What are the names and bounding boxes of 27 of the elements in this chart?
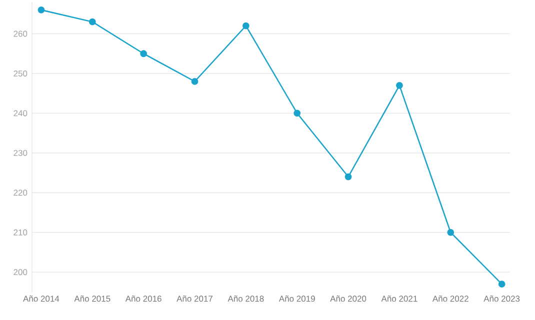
y-tick-label: 200 (14, 269, 28, 276)
x-tick-label: Año 2017 (176, 296, 213, 302)
point (396, 82, 403, 89)
y-tick-label: 250 (14, 70, 28, 76)
point (88, 18, 96, 26)
x-tick-label: Año 2022 (432, 296, 468, 302)
x-tick-label: Año 2021 (381, 296, 418, 302)
point (294, 110, 301, 117)
x-tick-label: Año 2023 (484, 296, 520, 302)
x-tick-label: Año 2014 (23, 296, 60, 302)
point (447, 228, 454, 236)
point (344, 173, 352, 180)
y-tick-label: 260 (14, 30, 28, 37)
x-tick-label: Año 2020 (330, 296, 366, 302)
point (140, 50, 148, 58)
x-tick-label: Año 2018 (228, 296, 264, 302)
y-tick-label: 240 (14, 110, 28, 116)
point (191, 78, 198, 85)
y-tick-label: 220 (14, 190, 28, 196)
point (38, 6, 45, 14)
x-tick-label: Año 2015 (74, 296, 110, 302)
x-tick-label: Año 2016 (125, 296, 162, 302)
y-tick-label: 230 (14, 150, 28, 156)
point (498, 280, 506, 288)
y-tick-label: 210 (14, 229, 28, 236)
x-tick-label: Año 2019 (278, 296, 315, 302)
point (242, 22, 250, 30)
